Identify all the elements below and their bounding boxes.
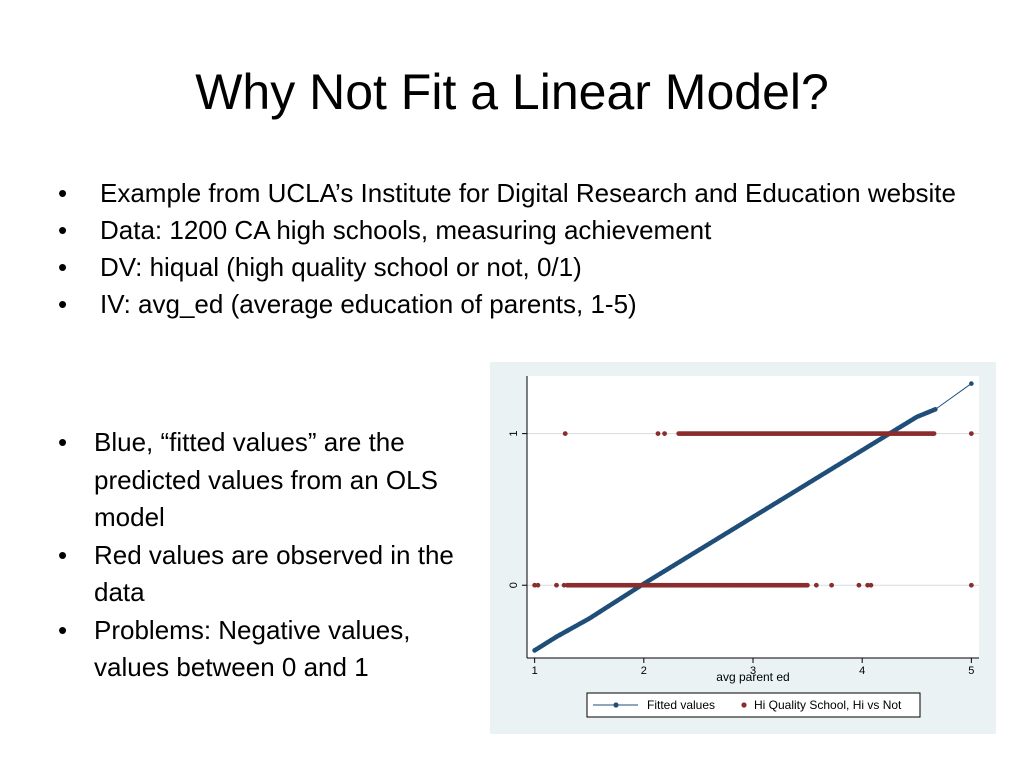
bullet-data: Data: 1200 CA high schools, measuring ac… <box>58 215 958 245</box>
observed-point <box>829 582 835 588</box>
x-tick-label-5: 5 <box>968 665 974 677</box>
fitted-point <box>565 628 570 634</box>
fitted-point <box>557 632 563 638</box>
observed-point <box>662 431 667 437</box>
slide-title: Why Not Fit a Linear Model? <box>195 64 829 120</box>
observed-series <box>532 431 974 588</box>
fitted-point <box>933 407 938 412</box>
top-bullet-list: Example from UCLA’s Institute for Digita… <box>58 178 958 326</box>
bullet-iv: IV: avg_ed (average education of parents… <box>58 289 958 319</box>
x-tick-label-1: 1 <box>532 665 538 677</box>
x-tick-label-3: 3 <box>750 665 756 677</box>
y-tick-label-1: 1 <box>508 431 520 437</box>
observed-point <box>535 582 541 588</box>
legend-box <box>586 692 921 718</box>
observed-point <box>561 582 567 588</box>
legend-fitted-marker <box>613 702 619 708</box>
observed-point <box>968 431 974 437</box>
fitted-point <box>532 648 537 653</box>
chart-panel: 0 1 1 2 3 4 5 avg parent ed Fitted values Hi Q… <box>490 362 996 734</box>
legend: Fitted values Hi Quality School, Hi vs N… <box>586 692 921 718</box>
bullet-source: Example from UCLA’s Institute for Digita… <box>58 178 958 208</box>
left-bullet-list: Blue, “fitted values” are the predicted … <box>58 424 478 687</box>
observed-point <box>554 582 559 588</box>
legend-observed-label: Hi Quality School, Hi vs Not <box>754 698 902 712</box>
observed-point <box>655 431 661 437</box>
observed-point <box>856 582 862 588</box>
scatter-chart: 0 1 1 2 3 4 5 avg parent ed Fitted values Hi Q… <box>508 376 979 718</box>
observed-point <box>804 582 810 588</box>
bullet-problems: Problems: Negative values, values betwee… <box>58 612 478 687</box>
observed-point <box>931 431 937 437</box>
bullet-fitted-values: Blue, “fitted values” are the predicted … <box>58 424 478 537</box>
observed-point <box>813 582 819 588</box>
bullet-dv: DV: hiqual (high quality school or not, … <box>58 252 958 282</box>
axis-ticks: 0 1 1 2 3 4 5 <box>508 431 975 677</box>
observed-point <box>562 431 568 437</box>
observed-point <box>868 582 874 588</box>
x-axis-label: avg parent ed <box>716 670 789 684</box>
fitted-point <box>969 381 974 386</box>
legend-fitted-label: Fitted values <box>647 698 715 712</box>
x-tick-label-2: 2 <box>641 665 647 677</box>
x-tick-label-4: 4 <box>859 665 865 677</box>
observed-point <box>968 582 974 588</box>
bullet-observed-values: Red values are observed in the data <box>58 537 478 612</box>
y-tick-label-0: 0 <box>508 582 520 588</box>
fitted-series <box>532 381 974 653</box>
legend-observed-marker <box>741 702 747 708</box>
